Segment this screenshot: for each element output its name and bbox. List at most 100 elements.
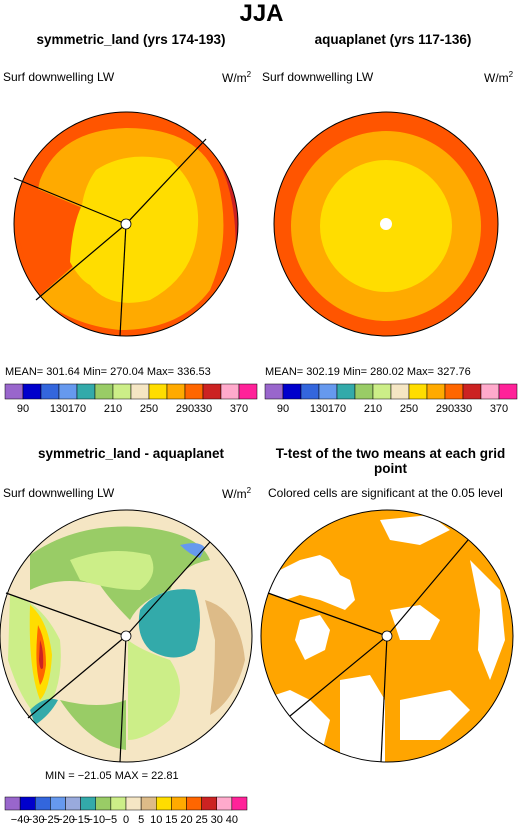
colorbar-3-label: 25 (196, 814, 208, 825)
panel-3-stats: MIN = −21.05 MAX = 22.81 (45, 770, 179, 782)
p3-border (0, 509, 253, 763)
colorbar-2-swatch (264, 383, 284, 400)
p3-fill-teal (138, 589, 200, 658)
colorbar-1-swatch (94, 383, 114, 400)
colorbar-3-swatch (186, 796, 202, 811)
p1-fill-center (70, 156, 199, 303)
colorbar-3-swatch (125, 796, 142, 811)
colorbar-3-label: 10 (150, 814, 162, 825)
p2-pole (380, 218, 392, 230)
panel-2-units: W/m2 (484, 70, 514, 85)
p4-border (260, 509, 514, 763)
colorbar-3-swatch (95, 796, 112, 811)
p1-fill-dark (212, 145, 238, 300)
colorbar-2-swatch (462, 383, 482, 400)
p4-sector-lines (267, 539, 469, 763)
panel-2-stats: MEAN= 302.19 Min= 280.02 Max= 327.76 (265, 366, 471, 378)
colorbar-1-swatch (22, 383, 42, 400)
colorbar-3-swatch (110, 796, 127, 811)
p1-fill-sector-left (14, 178, 120, 300)
colorbar-3-swatch (50, 796, 66, 811)
figure-title: JJA (239, 0, 284, 27)
colorbar-2-swatch (300, 383, 320, 400)
p4-pole (381, 630, 393, 642)
colorbar-2-label: 210 (364, 403, 382, 415)
panel-1-stats: MEAN= 301.64 Min= 270.04 Max= 336.53 (5, 366, 211, 378)
panel-3-variable: Surf downwelling LW (3, 486, 115, 500)
panel-3-title: symmetric_land - aquaplanet (37, 446, 225, 461)
colorbar-1-label: 170 (68, 403, 86, 415)
colorbar-1-label: 210 (104, 403, 122, 415)
panel-1-variable: Surf downwelling LW (3, 70, 115, 84)
panel-4-variable: Colored cells are significant at the 0.0… (268, 486, 503, 500)
colorbar-2-swatch (372, 383, 392, 400)
colorbar-1-swatch (4, 383, 24, 400)
colorbar-3-label: 20 (180, 814, 192, 825)
colorbar-3-swatch (4, 796, 21, 811)
colorbar-1-label: 90 (17, 403, 29, 415)
colorbar-1-swatch (58, 383, 78, 400)
colorbar-1-swatch (130, 383, 150, 400)
colorbar-1-swatch (166, 383, 186, 400)
p1-pole (120, 218, 132, 230)
colorbar-2-label: 250 (400, 403, 418, 415)
colorbar-2-label: 330 (454, 403, 472, 415)
colorbar-3-label: −10 (86, 814, 105, 825)
colorbar-2-label: 290 (436, 403, 454, 415)
colorbar-2-label: 130 (310, 403, 328, 415)
colorbar-1-label: 130 (50, 403, 68, 415)
colorbar-1-swatch (184, 383, 204, 400)
colorbar-3-label: −40 (11, 814, 30, 825)
colorbar-2-swatch (480, 383, 500, 400)
colorbar-3-swatch (65, 796, 81, 811)
colorbar-2-label: 90 (277, 403, 289, 415)
colorbar-3-label: 5 (138, 814, 144, 825)
colorbar-3-swatch (231, 796, 248, 811)
colorbar-3-label: −25 (41, 814, 60, 825)
panel-2-map (274, 112, 498, 336)
colorbar-1-swatch (202, 383, 222, 400)
colorbar-3-swatch (80, 796, 96, 811)
colorbar-3-label: 40 (226, 814, 238, 825)
colorbar-1-label: 370 (230, 403, 248, 415)
panel-2-title: aquaplanet (yrs 117-136) (314, 32, 472, 47)
colorbar-1-swatch (220, 383, 240, 400)
colorbar-2-swatch (318, 383, 338, 400)
colorbar-1-label: 250 (140, 403, 158, 415)
p3-pole (120, 630, 132, 642)
colorbar-3-label: −5 (105, 814, 118, 825)
colorbar-2-label: 370 (490, 403, 508, 415)
colorbar-1-swatch (148, 383, 168, 400)
panel-4-title: T-test of the two means at each grid poi… (275, 446, 506, 476)
colorbar-3-label: 15 (165, 814, 177, 825)
p3-fill-lightgreen (128, 640, 180, 740)
colorbar-2-swatch (408, 383, 428, 400)
colorbar-2-swatch (390, 383, 410, 400)
p2-border (273, 111, 499, 337)
colorbar-3-label: −20 (56, 814, 75, 825)
colorbar-1-label: 330 (194, 403, 212, 415)
p3-sector-lines (5, 541, 211, 763)
colorbar-3-swatch (35, 796, 51, 811)
colorbar-3-label: −30 (26, 814, 45, 825)
colorbar-1-swatch (238, 383, 258, 400)
panel-1-title: symmetric_land (yrs 174-193) (36, 32, 226, 47)
colorbar-2-swatch (336, 383, 356, 400)
colorbar-2-swatch (444, 383, 464, 400)
colorbar-1-swatch (112, 383, 132, 400)
colorbar-3-label: 0 (123, 814, 129, 825)
colorbar-3-swatch (216, 796, 233, 811)
colorbar-3-swatch (171, 796, 187, 811)
colorbar-2-swatch (354, 383, 374, 400)
panel-3-units: W/m2 (222, 486, 252, 501)
colorbar-1-swatch (76, 383, 96, 400)
colorbar-2-swatch (498, 383, 518, 400)
panel-1-units: W/m2 (222, 70, 252, 85)
colorbar-1-swatch (40, 383, 60, 400)
p1-sector-lines (13, 138, 207, 337)
p4-insignificant-1 (262, 555, 355, 610)
colorbar-3-swatch (156, 796, 172, 811)
colorbar-2-swatch (282, 383, 302, 400)
panel-2-variable: Surf downwelling LW (262, 70, 374, 84)
